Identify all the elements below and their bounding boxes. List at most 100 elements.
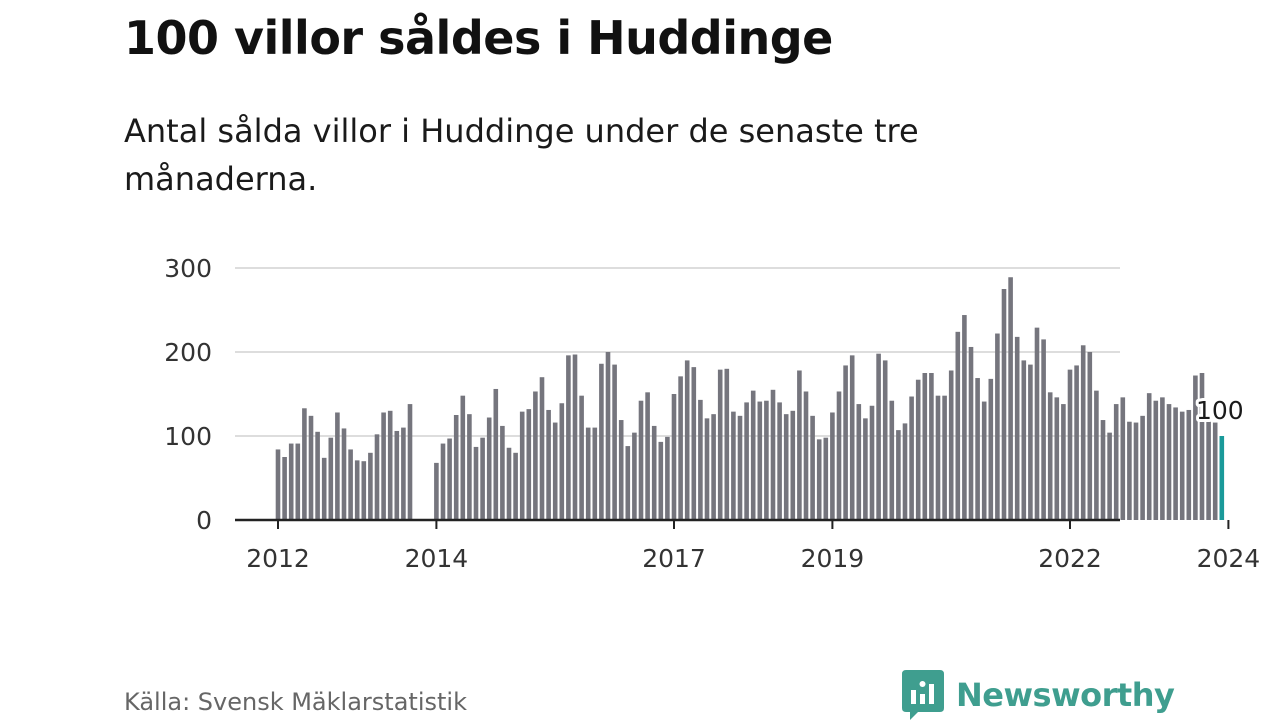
bar (1153, 400, 1159, 520)
y-tick-label: 300 (164, 254, 212, 283)
bar (1080, 345, 1086, 520)
bar (849, 355, 855, 520)
bar (354, 460, 360, 520)
bar (381, 412, 386, 520)
bar (506, 447, 512, 520)
bar (467, 414, 472, 520)
bar (275, 449, 281, 520)
bar (552, 422, 558, 520)
bar (1133, 422, 1139, 520)
bar (374, 434, 380, 520)
bar (684, 360, 690, 520)
bar (394, 430, 400, 520)
bar (764, 400, 769, 520)
x-tick-label: 2019 (801, 544, 865, 573)
bar (737, 415, 743, 520)
bar (1107, 432, 1112, 520)
x-tick-label: 2012 (246, 544, 310, 573)
bar (618, 420, 624, 520)
bar (704, 418, 710, 520)
bar (1127, 421, 1132, 520)
bar (559, 403, 565, 520)
brand-name: Newsworthy (956, 676, 1175, 714)
bar (955, 331, 961, 520)
bar (869, 405, 875, 520)
bar (579, 395, 584, 520)
bar (401, 427, 406, 520)
bar (942, 395, 947, 520)
x-tick-label: 2024 (1197, 544, 1261, 573)
bar (915, 379, 921, 520)
bar (1212, 422, 1218, 520)
bar (678, 376, 683, 520)
bar (473, 446, 479, 520)
bar (625, 446, 631, 520)
bar (975, 378, 980, 520)
bar (816, 439, 822, 520)
bar (896, 430, 901, 520)
bar (308, 415, 314, 520)
bar (315, 431, 320, 520)
bar (810, 415, 815, 520)
bar (757, 401, 763, 520)
bar (486, 417, 492, 520)
bar (368, 452, 373, 520)
gridlines (235, 267, 1120, 437)
bar (671, 394, 677, 520)
x-tick-label: 2017 (642, 544, 706, 573)
bar (605, 352, 611, 520)
source-note: Källa: Svensk Mäklarstatistik (124, 688, 467, 716)
bar (1074, 365, 1079, 520)
bar (295, 443, 301, 520)
bar (361, 461, 367, 520)
bar (797, 370, 802, 520)
bar (744, 402, 749, 520)
bar (341, 428, 347, 520)
bar (1001, 289, 1007, 520)
bar (929, 373, 934, 520)
y-tick-label: 0 (196, 506, 212, 535)
chart-subtitle: Antal sålda villor i Huddinge under de s… (124, 112, 919, 198)
bar (882, 360, 888, 520)
bar (282, 457, 287, 520)
bar (724, 368, 730, 520)
bar (533, 391, 538, 520)
bar (500, 425, 505, 520)
bar (1054, 397, 1060, 520)
bar (698, 399, 703, 520)
bar (302, 408, 307, 520)
bar (1186, 409, 1192, 520)
bar (995, 333, 1000, 520)
bar (493, 388, 499, 520)
bar (836, 391, 842, 520)
bar (988, 378, 994, 520)
bar (585, 427, 591, 520)
bar (968, 346, 974, 520)
bar (546, 409, 551, 520)
bar (632, 432, 637, 520)
bar (803, 391, 809, 520)
bar (572, 354, 578, 520)
bar (1140, 415, 1145, 520)
bar (645, 392, 650, 520)
bar (460, 395, 466, 520)
bar (783, 414, 789, 520)
bar (1206, 420, 1211, 520)
bar (1166, 404, 1172, 520)
y-tick-label: 100 (164, 422, 212, 451)
bar (526, 409, 532, 520)
bar (1120, 397, 1126, 520)
bar (935, 395, 941, 520)
bar (777, 402, 782, 520)
bar-highlight (1219, 436, 1225, 520)
bar (1041, 339, 1046, 520)
bar (711, 414, 716, 520)
bar (1113, 404, 1119, 520)
bar (612, 364, 617, 520)
bar (823, 437, 829, 520)
bar (830, 412, 835, 520)
bar (335, 412, 340, 520)
bar (1094, 390, 1099, 520)
bar (480, 437, 485, 520)
bar (948, 370, 954, 520)
